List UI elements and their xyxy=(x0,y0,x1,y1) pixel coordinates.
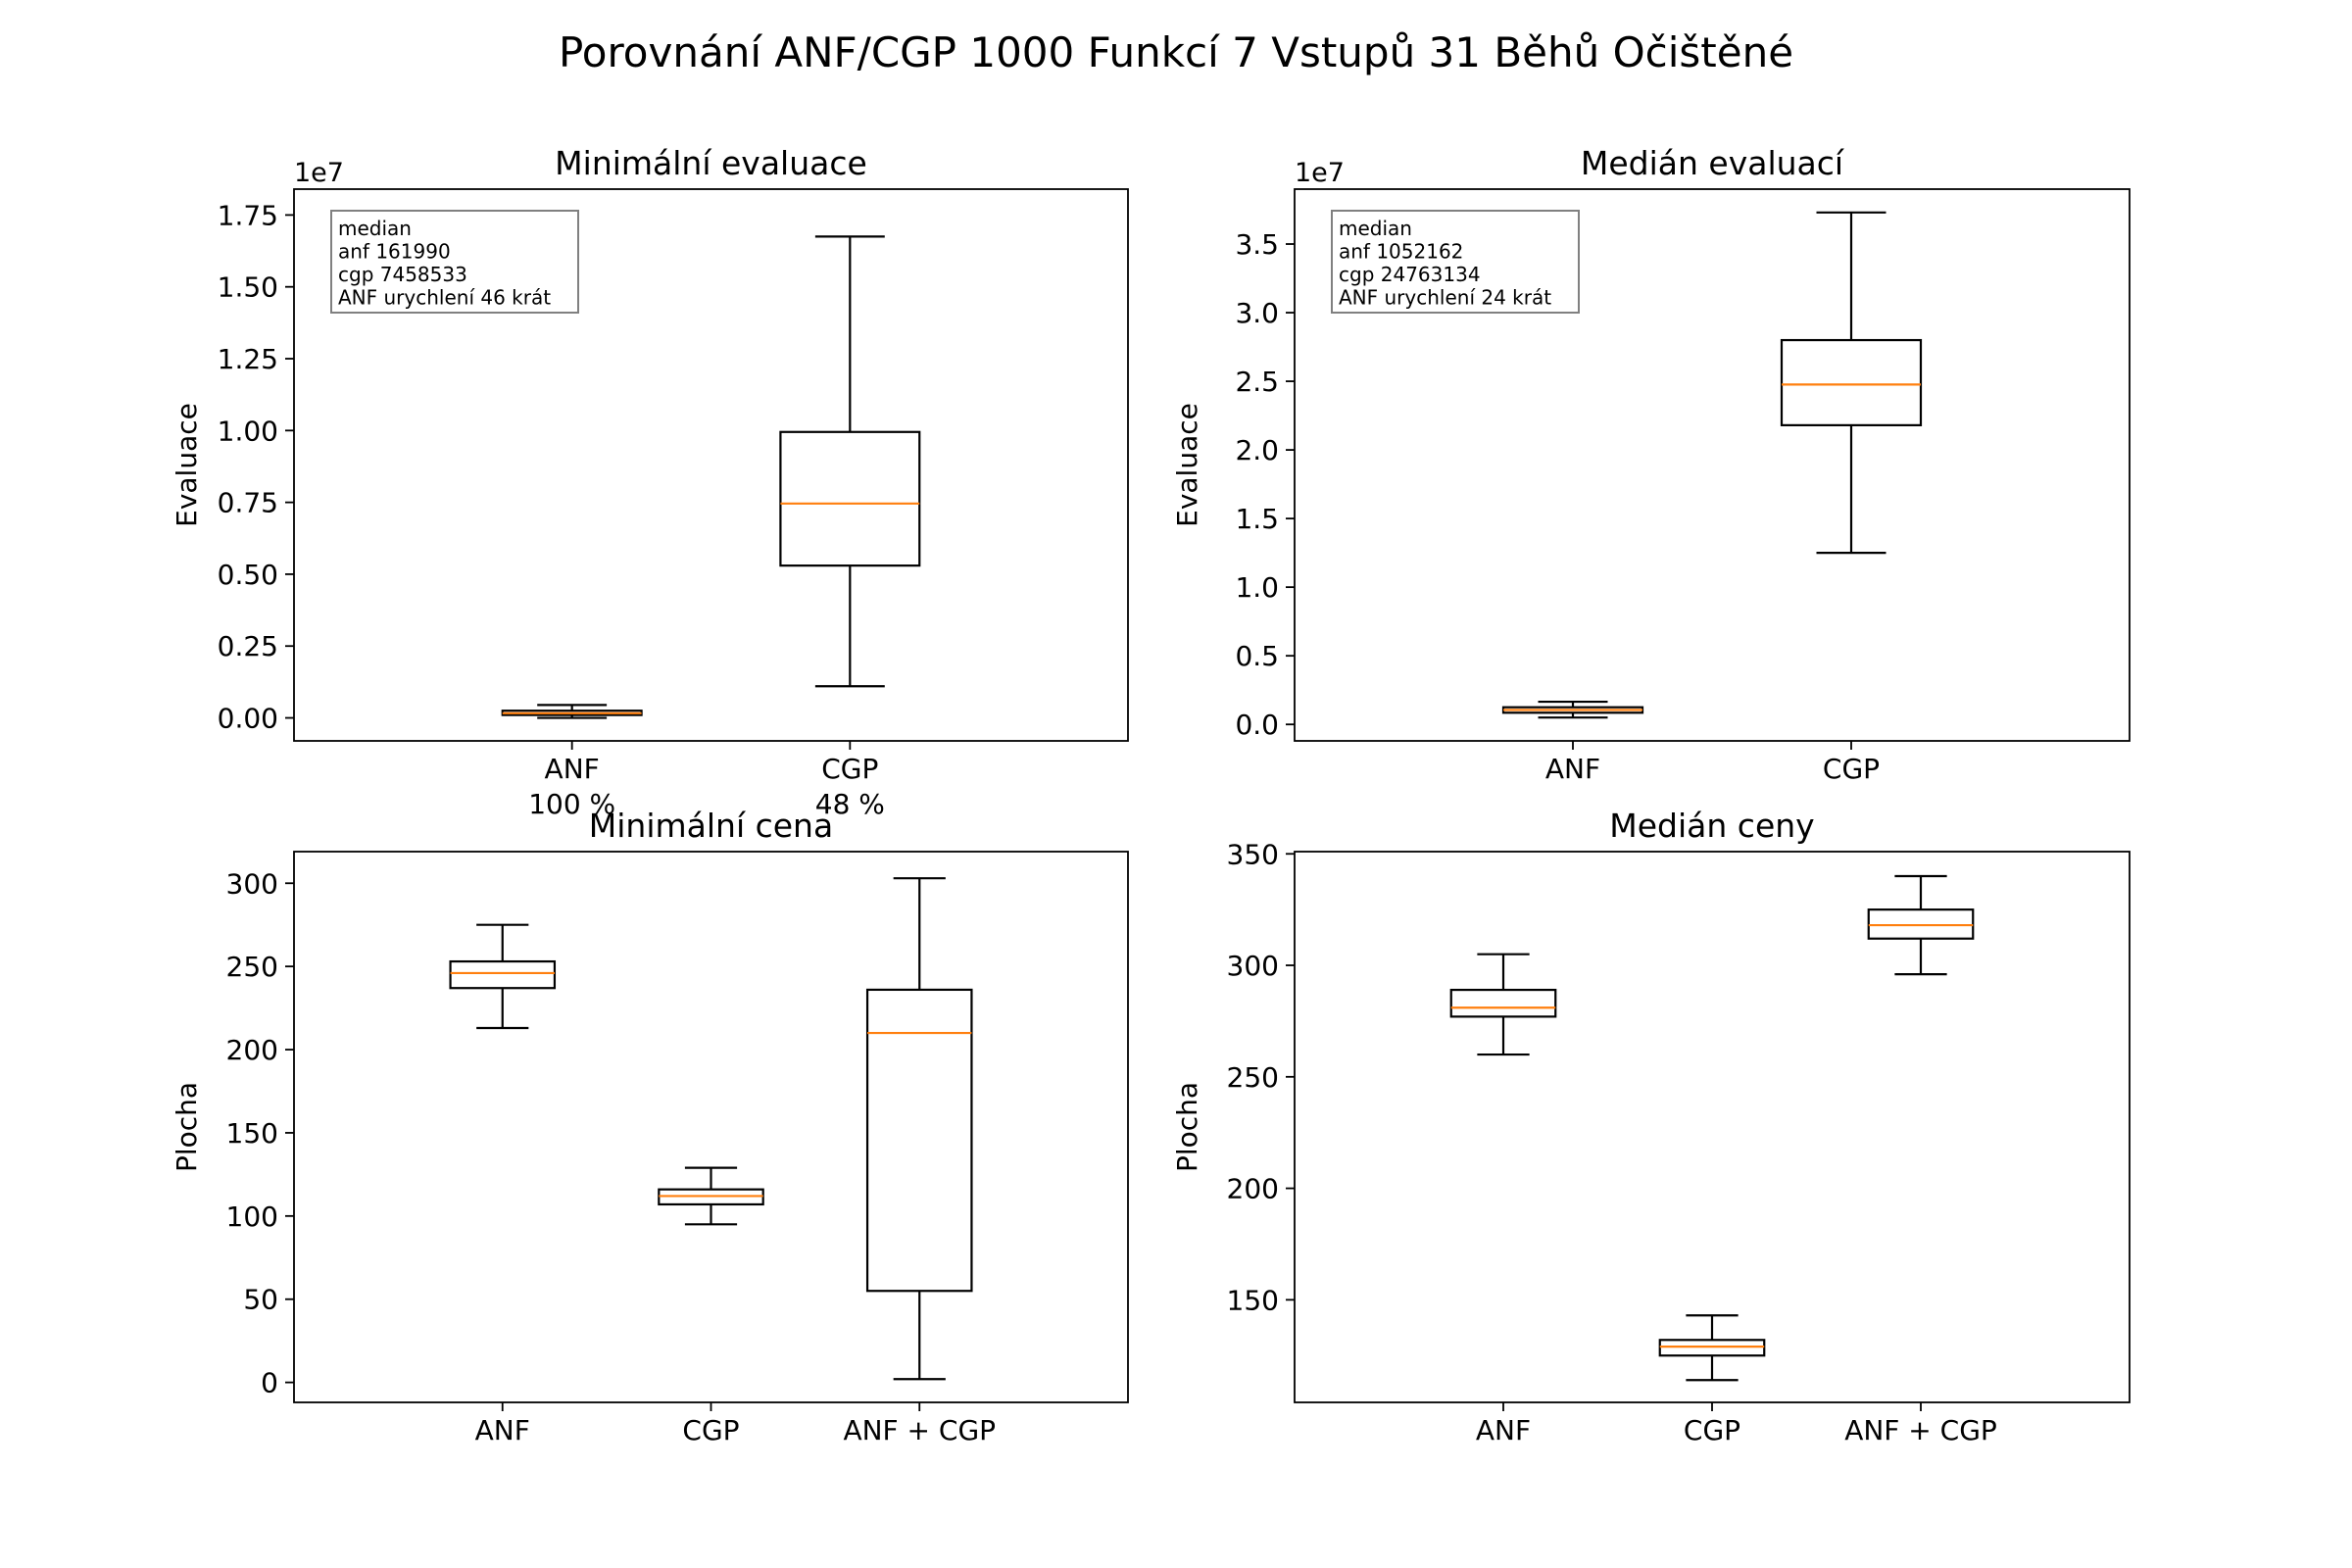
info-box-line: median xyxy=(338,217,412,240)
y-tick-label: 200 xyxy=(1227,1173,1279,1205)
x-tick-label: CGP xyxy=(1684,1414,1740,1446)
y-tick-label: 150 xyxy=(1227,1284,1279,1316)
info-box-line: ANF urychlení 24 krát xyxy=(1339,286,1551,310)
iqr-box xyxy=(1449,988,1557,1018)
axes-frame xyxy=(293,188,1129,742)
x-tick-label: CGP xyxy=(1823,753,1880,785)
y-tick-label: 250 xyxy=(1227,1061,1279,1094)
axes-frame xyxy=(1294,851,2131,1403)
y-tick-label: 3.0 xyxy=(1235,297,1279,329)
subplot-title: Medián evaluací xyxy=(1581,144,1845,182)
y-tick-label: 1.00 xyxy=(218,415,278,447)
box-cgp xyxy=(1780,211,1923,555)
y-axis-label: Plocha xyxy=(1171,1082,1203,1172)
subplot-4: Medián ceny Plocha 150 200 250 300 350 ANF CGP AN… xyxy=(1171,807,2131,1446)
info-box-line: cgp 7458533 xyxy=(338,263,467,286)
x-tick-label: ANF xyxy=(1476,1414,1531,1446)
axes-frame xyxy=(293,851,1129,1403)
info-box-line: cgp 24763134 xyxy=(1339,263,1481,286)
y-tick-label: 250 xyxy=(226,951,278,983)
box-anf xyxy=(501,704,643,719)
x-tick-sublabel: 48 % xyxy=(815,788,885,820)
subplot-title: Minimální evaluace xyxy=(555,144,867,182)
y-tick-label: 200 xyxy=(226,1034,278,1066)
info-box-frame xyxy=(1331,210,1580,314)
subplot-2: Medián evaluací Evaluace 1e7 0.0 0.5 1.0 1.5 2.… xyxy=(1171,144,2131,785)
x-tick-label: ANF + CGP xyxy=(1844,1414,1997,1446)
box-cgp xyxy=(1658,1314,1766,1382)
box-anf xyxy=(1501,700,1644,719)
subplot-title: Minimální cena xyxy=(589,807,833,845)
iqr-box xyxy=(1780,338,1923,426)
box-anf xyxy=(449,923,557,1030)
x-tick-label: ANF xyxy=(1545,753,1600,785)
y-axis-label: Evaluace xyxy=(1171,403,1203,527)
panels: Minimální evaluaceEvaluace1e70.000.250.5… xyxy=(171,144,2131,1446)
iqr-box xyxy=(449,959,557,990)
y-tick-label: 1.75 xyxy=(218,199,278,231)
iqr-box xyxy=(779,430,921,567)
info-box-line: anf 161990 xyxy=(338,240,451,264)
iqr-box xyxy=(1658,1339,1766,1357)
subplot-title: Medián ceny xyxy=(1609,807,1814,845)
iqr-box xyxy=(1867,908,1975,940)
box-anf xyxy=(1449,953,1557,1056)
x-tick-label: ANF xyxy=(545,753,600,785)
box-anf-cgp xyxy=(1867,874,1975,976)
y-axis-label: Plocha xyxy=(171,1082,203,1172)
info-box-line: ANF urychlení 46 krát xyxy=(338,286,551,310)
box-cgp xyxy=(779,235,921,688)
y-tick-label: 1.0 xyxy=(1235,571,1279,604)
y-tick-label: 1.50 xyxy=(218,271,278,304)
y-tick-label: 0.00 xyxy=(218,703,278,735)
y-tick-label: 300 xyxy=(1227,950,1279,982)
x-tick-label: ANF xyxy=(475,1414,530,1446)
y-tick-label: 1.5 xyxy=(1235,503,1279,535)
axes-frame xyxy=(1294,188,2131,742)
y-tick-label: 0.5 xyxy=(1235,640,1279,672)
figure-title: Porovnání ANF/CGP 1000 Funkcí 7 Vstupů 3… xyxy=(559,28,1793,76)
subplot-3: Minimální cena Plocha 0 50 100 150 200 250 300 AN… xyxy=(171,807,1129,1446)
x-tick-label: CGP xyxy=(682,1414,739,1446)
axis-multiplier: 1e7 xyxy=(294,158,344,188)
box-cgp xyxy=(658,1166,764,1226)
y-tick-label: 150 xyxy=(226,1117,278,1150)
y-tick-label: 0.50 xyxy=(218,559,278,591)
info-box-line: median xyxy=(1339,217,1412,240)
x-tick-label: ANF + CGP xyxy=(843,1414,996,1446)
y-axis-label: Evaluace xyxy=(171,403,203,527)
box-anf-cgp xyxy=(865,877,973,1381)
x-tick-label: CGP xyxy=(821,753,878,785)
y-tick-label: 0.25 xyxy=(218,630,278,662)
y-tick-label: 100 xyxy=(226,1200,278,1233)
info-box-frame xyxy=(330,210,579,314)
y-tick-label: 0.75 xyxy=(218,487,278,519)
y-tick-label: 1.25 xyxy=(218,343,278,375)
y-tick-label: 0 xyxy=(261,1367,278,1399)
axis-multiplier: 1e7 xyxy=(1295,158,1345,188)
y-tick-label: 0.0 xyxy=(1235,709,1279,741)
info-box-line: anf 1052162 xyxy=(1339,240,1463,264)
y-tick-label: 2.5 xyxy=(1235,366,1279,398)
iqr-box xyxy=(865,988,973,1293)
x-tick-sublabel: 100 % xyxy=(528,788,615,820)
y-tick-label: 300 xyxy=(226,867,278,900)
subplot-1: Minimální evaluace Evaluace 1e7 0.00 0.25 0.5… xyxy=(171,144,1129,820)
y-tick-label: 50 xyxy=(243,1284,278,1316)
y-tick-label: 3.5 xyxy=(1235,228,1279,261)
y-tick-label: 350 xyxy=(1227,838,1279,870)
y-tick-label: 2.0 xyxy=(1235,434,1279,466)
